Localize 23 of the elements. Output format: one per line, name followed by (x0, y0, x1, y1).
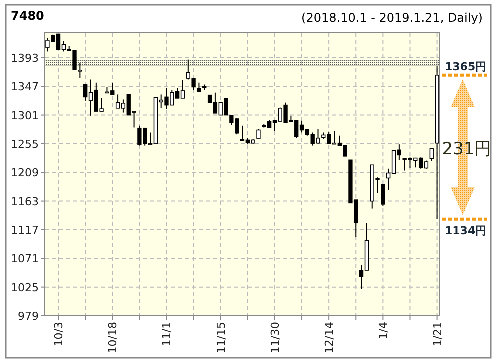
y-tick-label: 1209 (11, 166, 39, 180)
x-tick-label: 1/21 (431, 322, 444, 347)
y-tick-label: 979 (18, 310, 39, 323)
y-tick-label: 1347 (11, 80, 39, 94)
x-tick-label: 12/14 (323, 322, 336, 354)
text: 231円 (442, 139, 492, 160)
x-tick-label: 11/1 (160, 322, 174, 347)
x-tick-label: 10/3 (52, 322, 66, 347)
y-tick-label: 1393 (11, 52, 39, 65)
y-tick-label: 1117 (11, 224, 39, 237)
y-tick-label: 1255 (11, 138, 39, 151)
x-tick-label: 11/15 (214, 322, 228, 354)
y-tick-label: 1301 (11, 109, 39, 122)
y-tick-label: 1071 (11, 252, 39, 266)
x-tick-label: 11/30 (268, 322, 282, 354)
chart-title: 7480 (11, 9, 44, 23)
y-tick-label: 1163 (11, 195, 39, 208)
text: 1134円 (445, 224, 487, 238)
x-tick-label: 1/4 (377, 322, 390, 340)
y-tick-label: 1025 (11, 281, 39, 294)
chart-subtitle: (2018.10.1 - 2019.1.21, Daily) (302, 11, 483, 25)
text: 1365円 (445, 60, 487, 74)
x-tick-label: 10/18 (106, 322, 120, 354)
